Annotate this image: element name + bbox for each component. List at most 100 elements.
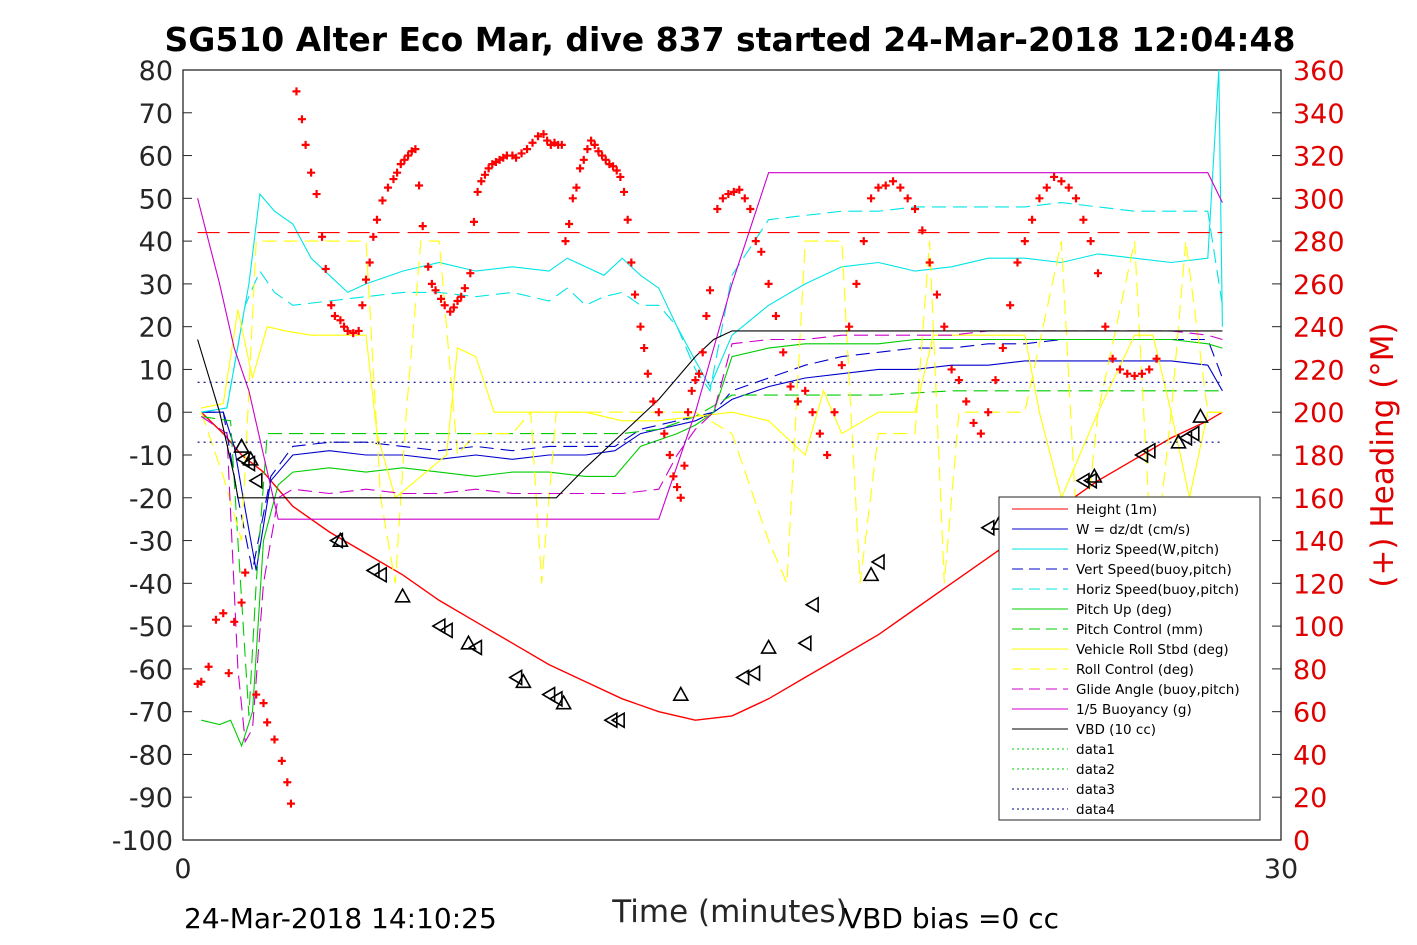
legend-label: Pitch Up (deg) xyxy=(1076,602,1172,618)
right-axis-label: (+) Heading (°M) xyxy=(1365,322,1401,587)
heading-point xyxy=(449,303,458,312)
right-tick-label: 300 xyxy=(1293,184,1345,215)
heading-point xyxy=(654,408,663,417)
depth-marker xyxy=(610,711,625,729)
heading-point xyxy=(572,183,581,192)
heading-point xyxy=(197,677,206,686)
heading-point xyxy=(340,322,349,331)
heading-point xyxy=(362,275,370,284)
heading-point xyxy=(673,483,682,492)
heading-point xyxy=(911,205,919,214)
heading-point xyxy=(845,322,854,331)
heading-point xyxy=(418,222,427,231)
heading-point xyxy=(684,408,693,417)
x-tick-label: 0 xyxy=(174,854,191,885)
heading-point xyxy=(460,284,469,293)
heading-point xyxy=(649,397,658,406)
heading-point xyxy=(640,344,649,353)
left-tick-label: -20 xyxy=(129,484,173,515)
left-tick-label: -100 xyxy=(112,826,173,857)
right-tick-label: 340 xyxy=(1293,99,1345,130)
heading-point xyxy=(976,429,985,438)
heading-point xyxy=(427,279,436,288)
heading-point xyxy=(969,418,978,427)
heading-point xyxy=(286,799,295,808)
heading-point xyxy=(612,166,621,175)
depth-marker xyxy=(460,634,477,650)
series-line-3 xyxy=(201,338,1223,571)
left-tick-label: 30 xyxy=(139,270,173,301)
heading-point xyxy=(587,136,596,145)
left-tick-label: 10 xyxy=(139,355,173,386)
heading-point xyxy=(698,348,707,357)
depth-marker xyxy=(438,621,453,639)
depth-marker xyxy=(431,617,446,635)
depth-marker xyxy=(862,566,880,582)
heading-point xyxy=(576,164,585,173)
depth-marker xyxy=(1141,442,1156,460)
heading-point xyxy=(962,397,971,406)
heading-point xyxy=(660,429,669,438)
heading-point xyxy=(1072,194,1081,203)
legend-label: Pitch Control (mm) xyxy=(1076,622,1203,638)
depth-marker xyxy=(746,664,761,682)
right-tick-label: 360 xyxy=(1293,56,1345,87)
heading-point xyxy=(616,172,625,181)
depth-marker xyxy=(804,596,819,614)
heading-point xyxy=(713,205,722,214)
heading-point xyxy=(453,297,462,305)
left-tick-label: -50 xyxy=(129,612,173,643)
heading-point xyxy=(991,376,1000,385)
heading-point xyxy=(695,369,704,378)
heading-point xyxy=(469,217,478,226)
depth-marker xyxy=(467,639,483,656)
heading-point xyxy=(1137,369,1146,378)
left-tick-label: -80 xyxy=(129,740,173,771)
heading-point xyxy=(1094,269,1102,278)
heading-point xyxy=(786,382,795,391)
heading-point xyxy=(735,185,744,194)
heading-point xyxy=(1145,365,1154,374)
heading-point xyxy=(1130,371,1139,380)
heading-point xyxy=(808,408,817,417)
depth-marker xyxy=(1192,407,1209,423)
right-tick-label: 60 xyxy=(1293,698,1327,729)
heading-point xyxy=(393,168,402,177)
legend-label: data2 xyxy=(1076,762,1115,778)
right-tick-label: 180 xyxy=(1293,441,1345,472)
legend-label: Height (1m) xyxy=(1076,502,1157,518)
heading-point xyxy=(473,187,482,196)
heading-point xyxy=(874,183,883,192)
left-tick-label: 60 xyxy=(139,142,173,173)
left-tick-label: -70 xyxy=(129,698,173,729)
heading-point xyxy=(881,181,890,190)
heading-point xyxy=(466,269,475,278)
heading-point xyxy=(219,609,228,618)
footer-timestamp: 24-Mar-2018 14:10:25 xyxy=(184,902,497,935)
right-tick-label: 0 xyxy=(1293,826,1310,857)
heading-point xyxy=(594,147,603,156)
heading-point xyxy=(277,756,286,765)
heading-point xyxy=(1152,354,1161,363)
left-tick-label: 80 xyxy=(139,56,173,87)
footer-vbd-bias: VBD bias =0 cc xyxy=(843,902,1059,935)
left-tick-label: 20 xyxy=(139,313,173,344)
heading-point xyxy=(1020,237,1029,246)
heading-point xyxy=(620,187,629,196)
depth-marker xyxy=(332,531,349,547)
series-line-5 xyxy=(201,338,1223,748)
heading-point xyxy=(400,155,409,164)
heading-point xyxy=(771,311,780,320)
heading-point xyxy=(336,316,345,325)
heading-point xyxy=(517,149,526,158)
heading-point xyxy=(480,170,489,179)
heading-point xyxy=(557,140,566,149)
heading-point xyxy=(415,181,424,190)
heading-point xyxy=(940,322,949,331)
legend-label: Vehicle Roll Stbd (deg) xyxy=(1076,642,1229,658)
legend-label: 1/5 Buoyancy (g) xyxy=(1076,702,1192,718)
heading-point xyxy=(903,194,912,203)
heading-point xyxy=(793,397,802,406)
heading-point xyxy=(424,262,433,271)
heading-point xyxy=(947,365,956,374)
